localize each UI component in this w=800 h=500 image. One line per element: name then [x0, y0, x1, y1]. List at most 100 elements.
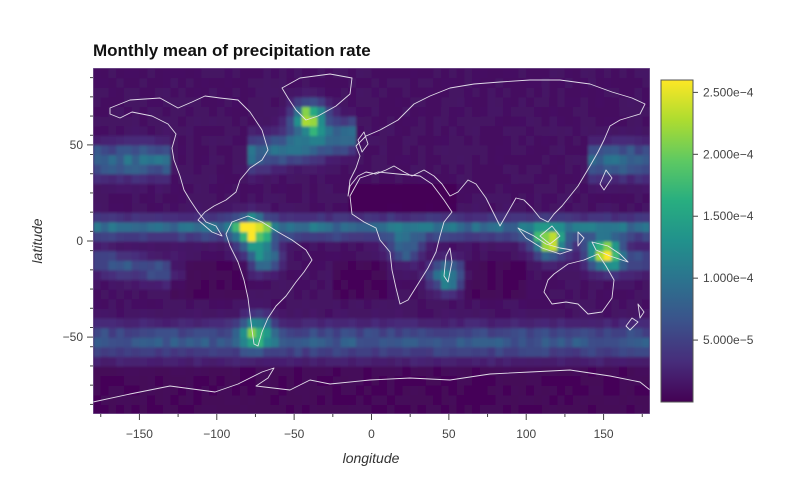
heatmap-cell — [379, 279, 388, 290]
heatmap-cell — [557, 173, 566, 184]
heatmap-cell — [518, 250, 527, 261]
heatmap-cell — [332, 375, 342, 386]
heatmap-cell — [301, 260, 311, 271]
heatmap-cell — [557, 241, 566, 252]
heatmap-cell — [286, 106, 295, 117]
heatmap-cell — [379, 125, 388, 136]
heatmap-cell — [456, 269, 465, 280]
heatmap-cell — [448, 212, 458, 223]
heatmap-cell — [379, 250, 388, 261]
heatmap-cell — [503, 87, 512, 98]
heatmap-cell — [394, 404, 403, 414]
heatmap-cell — [131, 135, 140, 146]
heatmap-cell — [240, 250, 249, 261]
heatmap-cell — [216, 289, 226, 300]
heatmap-cell — [317, 385, 326, 396]
heatmap-cell — [611, 173, 620, 184]
heatmap-cell — [464, 298, 473, 309]
heatmap-cell — [642, 337, 650, 348]
heatmap-cell — [309, 250, 318, 261]
heatmap-cell — [108, 356, 117, 367]
heatmap-cell — [549, 404, 558, 414]
heatmap-cell — [541, 279, 550, 290]
heatmap-cell — [178, 365, 187, 377]
heatmap-cell — [332, 87, 342, 98]
heatmap-cell — [232, 279, 241, 290]
heatmap-cell — [642, 269, 650, 280]
heatmap-cell — [557, 154, 566, 165]
heatmap-cell — [108, 317, 117, 329]
heatmap-cell — [332, 365, 342, 377]
heatmap-cell — [108, 144, 117, 156]
heatmap-cell — [332, 116, 342, 127]
heatmap-cell — [301, 221, 311, 232]
heatmap-cell — [479, 394, 489, 405]
heatmap-cell — [441, 116, 450, 127]
heatmap-cell — [394, 250, 403, 261]
heatmap-cell — [642, 327, 650, 338]
heatmap-cell — [626, 279, 636, 290]
heatmap-cell — [642, 87, 650, 98]
heatmap-cell — [441, 327, 450, 338]
heatmap-cell — [162, 212, 171, 223]
heatmap-cell — [495, 327, 504, 338]
heatmap-cell — [123, 269, 133, 280]
heatmap-cell — [580, 116, 589, 127]
heatmap-cell — [379, 106, 388, 117]
heatmap-cell — [417, 365, 427, 377]
heatmap-cell — [510, 144, 520, 156]
heatmap-cell — [425, 337, 434, 348]
heatmap-cell — [417, 183, 427, 194]
heatmap-cell — [595, 279, 605, 290]
heatmap-cell — [255, 327, 264, 338]
heatmap-cell — [178, 317, 187, 329]
heatmap-cell — [541, 68, 550, 79]
heatmap-cell — [425, 144, 434, 156]
heatmap-cell — [433, 356, 442, 367]
heatmap-cell — [247, 77, 256, 88]
heatmap-cell — [526, 375, 535, 386]
heatmap-cell — [518, 77, 527, 88]
heatmap-cell — [131, 116, 140, 127]
heatmap-cell — [464, 154, 473, 165]
heatmap-cell — [116, 269, 125, 280]
heatmap-cell — [193, 212, 202, 223]
heatmap-cell — [534, 404, 543, 414]
heatmap-cell — [286, 404, 295, 414]
heatmap-cell — [510, 337, 520, 348]
heatmap-cell — [572, 173, 581, 184]
heatmap-cell — [510, 260, 520, 271]
heatmap-cell — [518, 154, 527, 165]
heatmap-cell — [564, 116, 574, 127]
heatmap-cell — [425, 231, 434, 242]
heatmap-cell — [240, 365, 249, 377]
heatmap-cell — [309, 68, 318, 79]
heatmap-cell — [448, 404, 458, 414]
heatmap-cell — [410, 375, 419, 386]
heatmap-cell — [108, 337, 117, 348]
heatmap-cell — [340, 394, 349, 405]
heatmap-cell — [534, 269, 543, 280]
heatmap-cell — [108, 289, 117, 300]
heatmap-cell — [564, 135, 574, 146]
heatmap-cell — [441, 202, 450, 213]
heatmap-cell — [93, 144, 102, 156]
heatmap-cell — [247, 279, 256, 290]
heatmap-cell — [332, 154, 342, 165]
heatmap-cell — [487, 279, 496, 290]
japan-coastline — [599, 169, 613, 191]
heatmap-cell — [270, 337, 280, 348]
heatmap-cell — [93, 308, 102, 319]
heatmap-cell — [603, 356, 612, 367]
heatmap-cell — [348, 144, 357, 156]
heatmap-cell — [232, 164, 241, 175]
heatmap-cell — [433, 183, 442, 194]
heatmap-cell — [270, 279, 280, 290]
heatmap-cell — [116, 279, 125, 290]
heatmap-cell — [441, 192, 450, 204]
heatmap-cell — [363, 260, 373, 271]
heatmap-cell — [139, 346, 148, 357]
heatmap-cell — [162, 269, 171, 280]
heatmap-cell — [433, 231, 442, 242]
heatmap-cell — [216, 125, 226, 136]
